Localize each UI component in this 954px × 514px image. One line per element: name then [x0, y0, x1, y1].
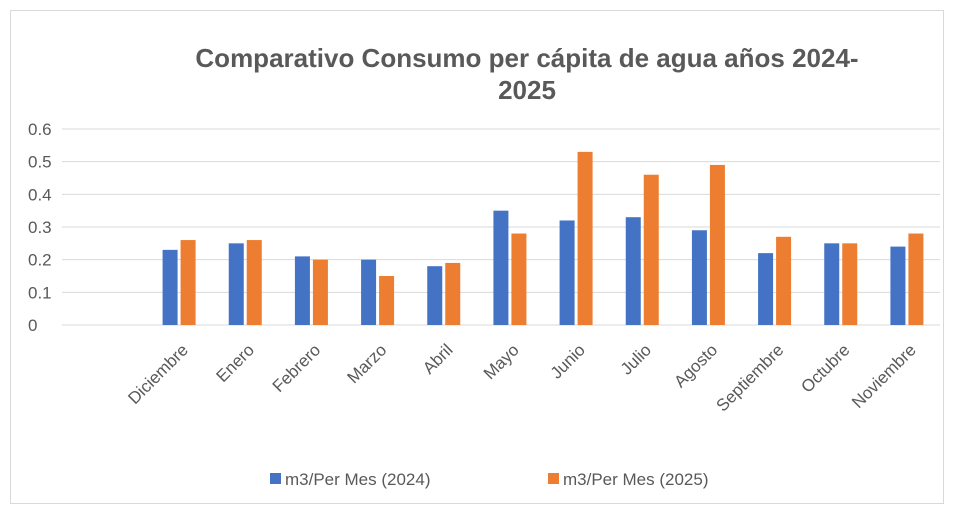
bar — [180, 240, 196, 325]
bar — [625, 217, 641, 325]
bar — [294, 256, 310, 325]
bar — [427, 266, 443, 325]
y-tick-label: 0.2 — [28, 251, 52, 270]
bar — [162, 249, 178, 325]
legend-label: m3/Per Mes (2025) — [563, 470, 709, 489]
bar — [908, 233, 924, 325]
bar — [445, 262, 461, 325]
bar — [312, 259, 328, 325]
bar — [776, 236, 792, 325]
bar — [577, 151, 593, 325]
bar — [824, 243, 840, 325]
legend-label: m3/Per Mes (2024) — [285, 470, 431, 489]
chart-title: Comparativo Consumo per cápita de agua a… — [195, 43, 859, 105]
y-tick-label: 0.5 — [28, 153, 52, 172]
y-tick-label: 0 — [28, 316, 37, 335]
bar — [709, 164, 725, 325]
bar — [246, 240, 262, 325]
y-tick-label: 0.6 — [28, 120, 52, 139]
bar — [559, 220, 575, 325]
bar — [890, 246, 906, 325]
y-tick-label: 0.3 — [28, 218, 52, 237]
bar — [758, 253, 774, 325]
y-tick-label: 0.4 — [28, 185, 52, 204]
bar — [228, 243, 244, 325]
legend-swatch — [548, 473, 559, 484]
bar — [511, 233, 527, 325]
bar — [691, 230, 707, 325]
bar — [842, 243, 858, 325]
bar — [493, 210, 509, 325]
legend-swatch — [270, 473, 281, 484]
bar — [643, 174, 659, 325]
y-tick-label: 0.1 — [28, 283, 52, 302]
bar — [379, 276, 395, 325]
bar — [361, 259, 377, 325]
